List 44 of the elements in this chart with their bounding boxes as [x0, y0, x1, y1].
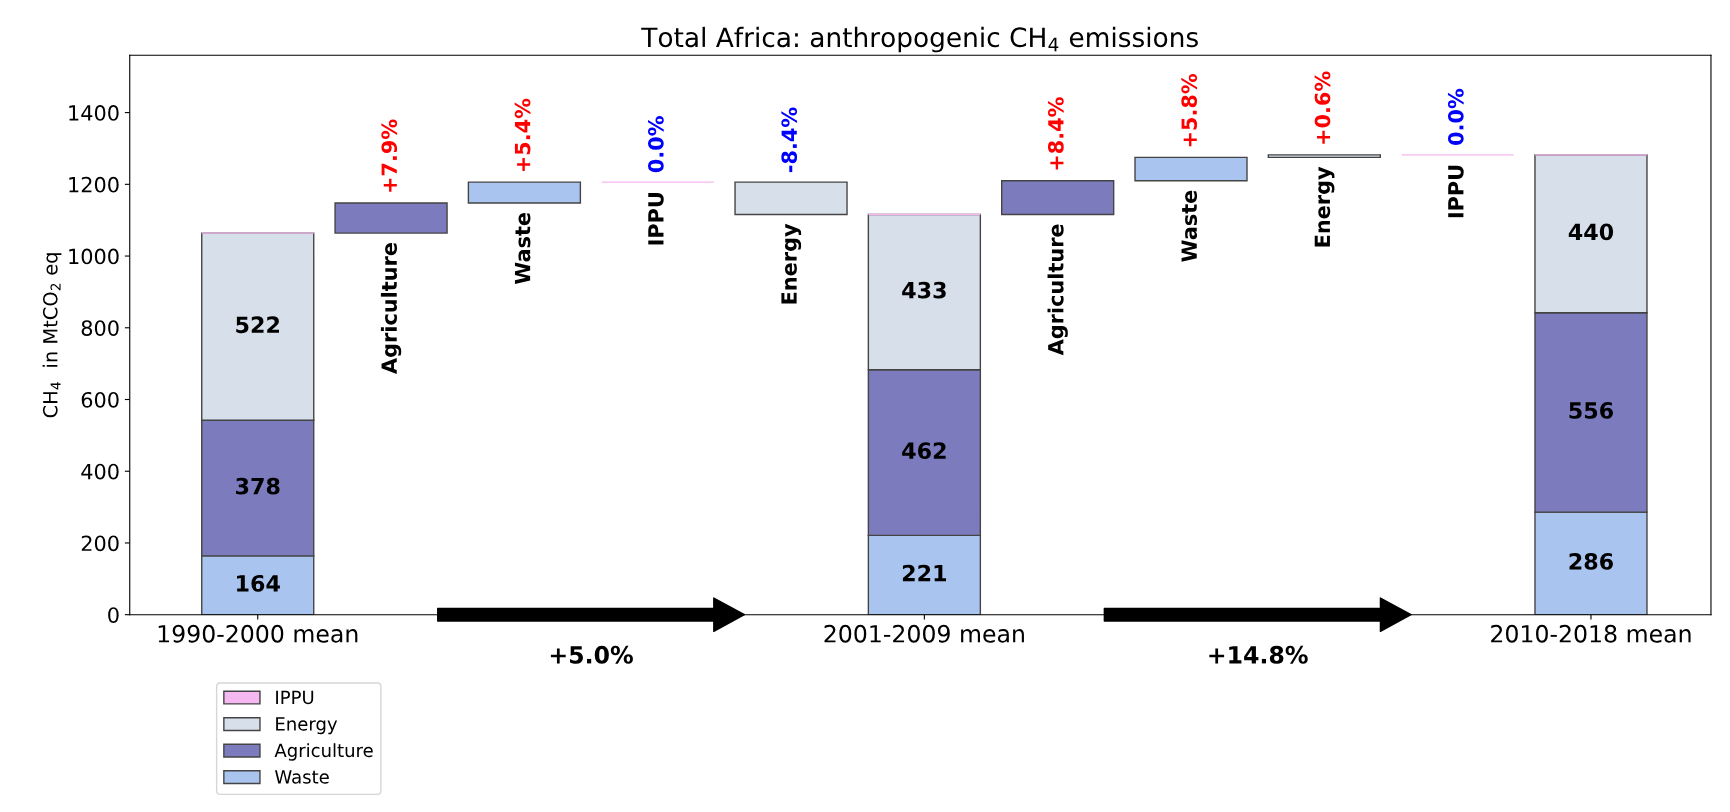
data-label: 433	[902, 281, 946, 299]
data-label: 462	[902, 442, 946, 460]
y-tick-label: 200	[81, 535, 119, 552]
y-tick-label: 0	[108, 607, 119, 623]
annotation: +5.4%	[514, 98, 531, 171]
annotation: +7.9%	[381, 119, 398, 192]
annotation: Waste	[1181, 190, 1198, 262]
data-label: 378	[236, 477, 280, 495]
y-tick-label: 1200	[69, 176, 119, 193]
x-tick-label: 2001-2009 mean	[824, 624, 1024, 643]
annotation: Agriculture	[1047, 224, 1068, 356]
text: +14.8%	[1209, 645, 1308, 664]
annotation: +0.6%	[1314, 71, 1331, 144]
y-axis-title: CH$_{4}$ in MtCO$_{2}$ eq	[42, 253, 62, 418]
legend-label: Agriculture	[274, 743, 373, 761]
y-tick-label: 800	[81, 320, 119, 336]
data-label: 522	[236, 316, 279, 334]
y-tick-label: 1000	[69, 248, 119, 265]
data-label: 221	[902, 564, 947, 582]
y-tick-label: 400	[81, 463, 119, 480]
annotation: +8.4%	[1047, 97, 1064, 170]
annotation: 0.0%	[648, 116, 664, 173]
chart-title: Total Africa: anthropogenic CH$_{4}$ emissions	[641, 26, 1198, 53]
legend-label: IPPU	[276, 690, 314, 705]
legend-label: Waste	[275, 770, 329, 784]
y-tick-label: 600	[81, 391, 119, 408]
annotation: Agriculture	[380, 243, 402, 374]
y-tick-label: 1400	[69, 105, 119, 121]
data-label: 556	[1569, 402, 1613, 419]
data-label: 286	[1569, 553, 1613, 570]
annotation: Energy	[781, 223, 802, 304]
x-tick-label: 1990-2000 mean	[158, 624, 358, 643]
data-label: 164	[237, 574, 280, 592]
annotation: 0.0%	[1447, 88, 1464, 145]
annotation: -8.4%	[781, 107, 798, 173]
annotation: Energy	[1314, 166, 1335, 247]
text: +5.0%	[550, 645, 633, 664]
annotation: IPPU	[1448, 165, 1464, 218]
annotation: Waste	[514, 212, 531, 285]
legend-label: Energy	[276, 717, 338, 735]
x-tick-label: 2010-2018 mean	[1491, 624, 1691, 643]
annotation: IPPU	[648, 193, 664, 245]
annotation: +5.8%	[1181, 73, 1198, 147]
data-label: 440	[1568, 223, 1614, 241]
